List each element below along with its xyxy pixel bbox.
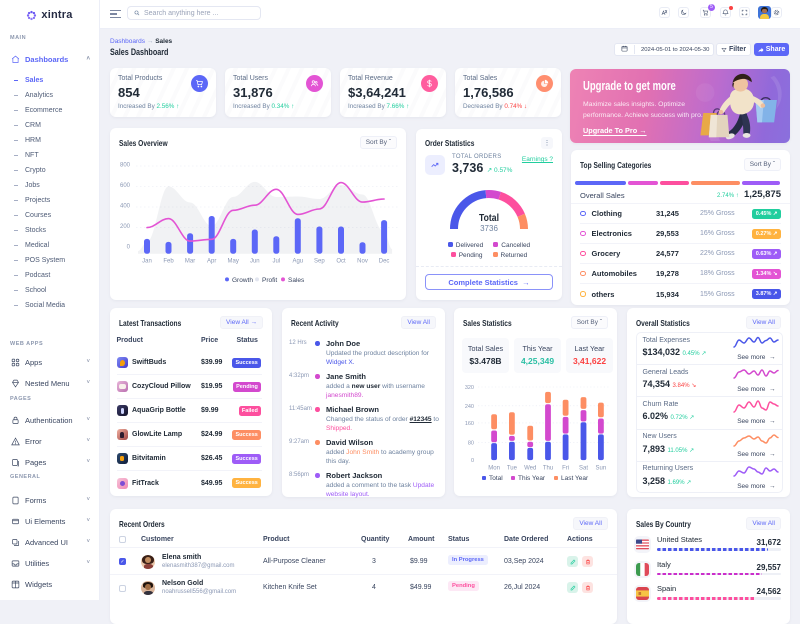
svg-text:80: 80 bbox=[468, 441, 474, 447]
svg-text:Sat: Sat bbox=[579, 466, 588, 472]
svg-text:Fri: Fri bbox=[562, 466, 569, 472]
svg-text:Sales: Sales bbox=[288, 277, 305, 284]
svg-text:Total: Total bbox=[489, 475, 503, 482]
svg-text:0: 0 bbox=[127, 245, 131, 251]
svg-text:240: 240 bbox=[465, 404, 474, 410]
svg-text:800: 800 bbox=[120, 162, 131, 168]
svg-text:Nov: Nov bbox=[357, 259, 368, 265]
svg-text:Sep: Sep bbox=[314, 259, 325, 265]
svg-text:Tue: Tue bbox=[507, 466, 518, 472]
svg-text:Mar: Mar bbox=[185, 259, 195, 265]
svg-text:0: 0 bbox=[471, 458, 474, 464]
svg-text:May: May bbox=[228, 259, 239, 265]
svg-text:This Year: This Year bbox=[518, 475, 546, 482]
svg-text:200: 200 bbox=[120, 224, 131, 230]
svg-text:600: 600 bbox=[120, 183, 131, 189]
svg-text:Mon: Mon bbox=[488, 466, 500, 472]
svg-text:Growth: Growth bbox=[232, 277, 253, 284]
svg-text:Oct: Oct bbox=[336, 259, 346, 265]
svg-text:160: 160 bbox=[465, 421, 474, 427]
svg-text:Apr: Apr bbox=[207, 259, 216, 265]
svg-text:Profit: Profit bbox=[262, 277, 277, 284]
svg-text:Jun: Jun bbox=[250, 259, 260, 265]
svg-text:Feb: Feb bbox=[163, 259, 174, 265]
svg-text:Last Year: Last Year bbox=[561, 475, 589, 482]
svg-text:Jul: Jul bbox=[272, 259, 280, 265]
svg-text:400: 400 bbox=[120, 203, 131, 209]
svg-text:Thu: Thu bbox=[543, 466, 553, 472]
svg-text:320: 320 bbox=[465, 385, 474, 391]
svg-text:Wed: Wed bbox=[524, 466, 536, 472]
svg-text:Dec: Dec bbox=[379, 259, 390, 265]
svg-text:Jan: Jan bbox=[142, 259, 152, 265]
svg-text:Sun: Sun bbox=[596, 466, 607, 472]
svg-text:Agu: Agu bbox=[292, 259, 303, 265]
